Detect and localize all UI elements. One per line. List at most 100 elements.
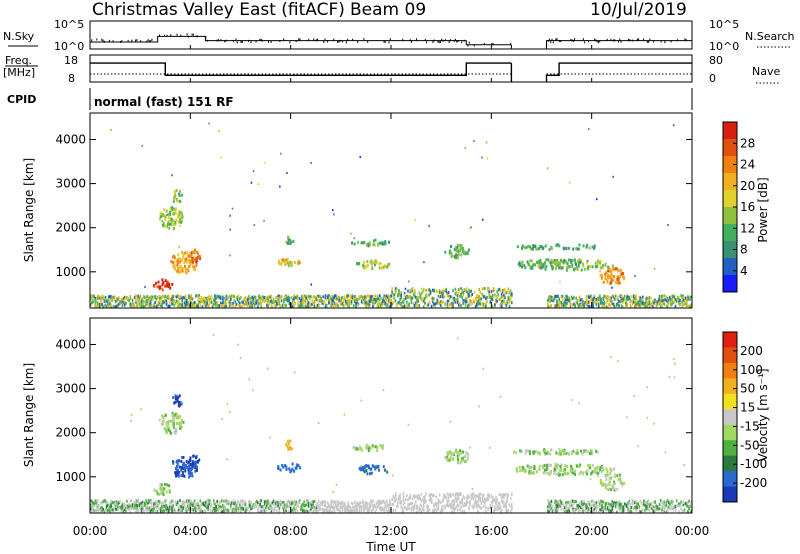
power-cell xyxy=(574,261,577,265)
velocity-cell xyxy=(611,500,614,504)
velocity-cell xyxy=(653,509,655,513)
velocity-cell xyxy=(350,501,353,505)
power-cell xyxy=(214,294,216,298)
power-speckle xyxy=(218,129,220,132)
power-cell xyxy=(625,301,627,305)
velocity-cell xyxy=(120,509,123,513)
velocity-cell xyxy=(146,502,149,506)
velocity-cell xyxy=(569,464,572,468)
power-speckle xyxy=(596,198,598,201)
power-cell xyxy=(192,257,195,261)
velocity-speckle xyxy=(482,367,484,370)
power-cell xyxy=(175,197,178,201)
power-cell xyxy=(277,294,279,298)
power-cell xyxy=(479,290,482,294)
power-cell xyxy=(373,302,375,306)
velocity-cell xyxy=(547,471,550,475)
power-cell xyxy=(188,265,191,269)
velocity-cell xyxy=(482,505,485,509)
velocity-cell xyxy=(184,463,187,467)
velocity-cell xyxy=(135,499,137,503)
velocity-cell xyxy=(410,502,413,506)
velocity-cell xyxy=(383,510,386,513)
nsky-noise-point xyxy=(333,38,335,41)
velocity-cell xyxy=(615,504,618,508)
nsky-noise-point xyxy=(571,39,573,42)
velocity-cell xyxy=(465,450,468,454)
velocity-cell xyxy=(163,482,166,486)
power-cell xyxy=(450,302,452,306)
nsky-noise-point xyxy=(492,43,494,46)
power-cell xyxy=(447,291,450,295)
power-cell xyxy=(446,304,449,308)
velocity-cell xyxy=(586,509,589,513)
power-speckle xyxy=(264,161,266,164)
velocity-cell xyxy=(102,500,105,504)
power-cell xyxy=(380,266,383,270)
nsky-noise-point xyxy=(595,39,597,42)
velocity-cell xyxy=(591,463,594,467)
power-cell xyxy=(108,304,110,308)
power-cell xyxy=(407,289,409,293)
power-cell xyxy=(410,301,413,305)
power-cell xyxy=(379,241,382,245)
power-cell xyxy=(521,261,524,265)
power-cell xyxy=(483,304,486,308)
power-cell xyxy=(278,302,281,306)
power-cell xyxy=(346,299,348,303)
velocity-cell xyxy=(188,499,190,503)
velocity-cell xyxy=(114,507,117,511)
power-cell xyxy=(583,302,585,306)
velocity-cell xyxy=(215,504,217,508)
power-cell xyxy=(209,299,212,303)
velocity-cell xyxy=(213,510,215,513)
velocity-cell xyxy=(359,505,362,509)
velocity-cell xyxy=(585,506,588,510)
power-cell xyxy=(384,302,387,306)
power-cell xyxy=(257,298,259,302)
velocity-cell xyxy=(166,420,169,424)
velocity-cell xyxy=(637,502,640,506)
power-cell xyxy=(594,264,597,268)
power-cell xyxy=(218,294,221,298)
velocity-cell xyxy=(667,501,670,505)
power-cell xyxy=(644,305,646,308)
power-cell xyxy=(455,290,458,294)
velocity-cell xyxy=(209,507,212,511)
velocity-cell xyxy=(198,506,200,510)
power-cell xyxy=(593,300,596,304)
velocity-cell xyxy=(678,502,680,506)
velocity-cell xyxy=(568,451,571,455)
power-cell xyxy=(604,277,607,281)
power-speckle xyxy=(359,156,362,159)
velocity-cell xyxy=(452,499,454,503)
velocity-cell xyxy=(165,490,168,494)
velocity-cell xyxy=(204,500,206,504)
velocity-cell xyxy=(600,499,602,503)
power-cell xyxy=(371,266,374,270)
velocity-cell xyxy=(218,507,221,511)
power-cell xyxy=(526,260,529,264)
velocity-cell xyxy=(108,505,110,509)
power-cell xyxy=(166,280,169,284)
power-cell xyxy=(208,298,211,302)
velocity-cell xyxy=(113,502,116,506)
power-cell xyxy=(170,260,173,264)
power-cell xyxy=(567,296,570,300)
velocity-cell xyxy=(124,506,127,510)
velocity-cell xyxy=(575,451,578,455)
velocity-cell xyxy=(267,501,269,505)
power-cell xyxy=(312,301,314,305)
power-cell xyxy=(474,304,477,308)
velocity-cell xyxy=(323,504,326,508)
power-cell xyxy=(367,299,370,303)
power-cell xyxy=(671,297,673,301)
power-cell xyxy=(340,299,343,303)
power-cell xyxy=(454,246,457,250)
power-cell xyxy=(104,303,107,307)
velocity-cell xyxy=(174,400,177,404)
velocity-cell xyxy=(666,508,669,512)
velocity-cell xyxy=(664,502,667,506)
power-cell xyxy=(252,299,255,303)
velocity-cell xyxy=(219,505,222,509)
